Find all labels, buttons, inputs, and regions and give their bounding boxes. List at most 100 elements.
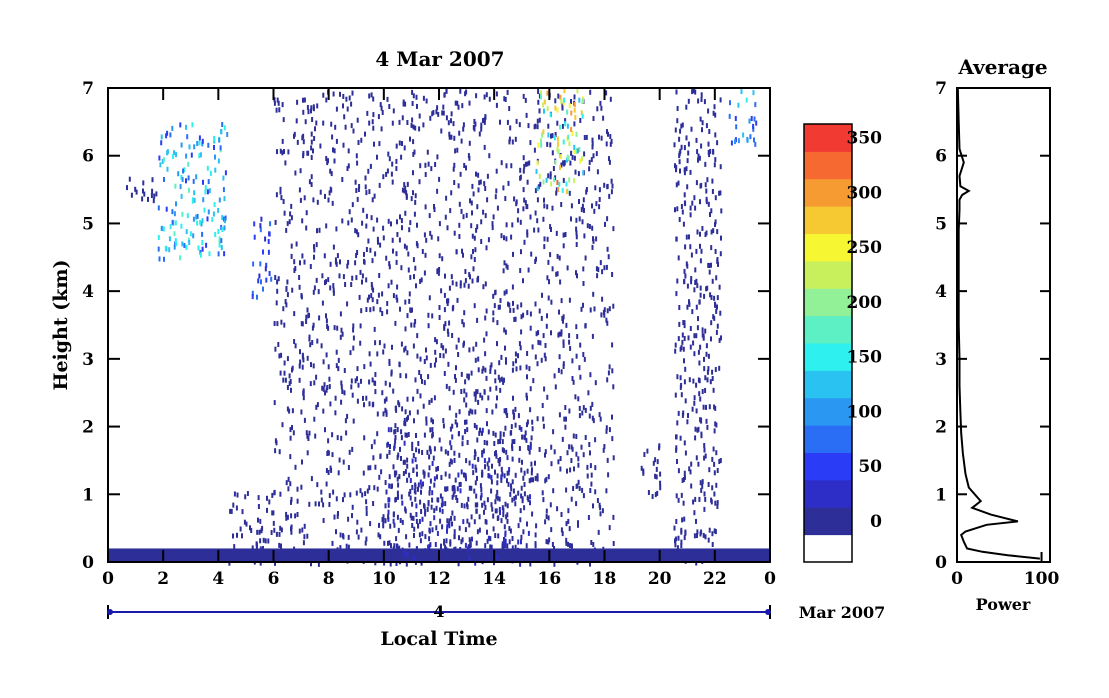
heatmap-cell bbox=[415, 503, 418, 509]
heatmap-cell bbox=[438, 305, 441, 310]
heatmap-cell bbox=[344, 418, 347, 424]
heatmap-cell bbox=[259, 538, 262, 544]
heatmap-cell bbox=[540, 357, 543, 363]
heatmap-cell bbox=[683, 268, 686, 274]
heatmap-cell bbox=[302, 133, 305, 139]
heatmap-cell bbox=[299, 168, 302, 174]
heatmap-cell bbox=[339, 91, 341, 97]
heatmap-cell bbox=[401, 519, 404, 525]
heatmap-cell bbox=[697, 157, 699, 163]
heatmap-cell bbox=[511, 446, 514, 452]
heatmap-cell bbox=[486, 173, 489, 179]
heatmap-cell bbox=[542, 333, 545, 339]
heatmap-cell bbox=[222, 187, 225, 193]
heatmap-cell bbox=[495, 385, 498, 391]
heatmap-cell bbox=[606, 308, 609, 314]
heatmap-cell bbox=[424, 548, 427, 554]
heatmap-cell bbox=[682, 346, 685, 352]
heatmap-cell bbox=[545, 177, 548, 183]
heatmap-cell bbox=[523, 163, 526, 169]
heatmap-cell bbox=[535, 331, 538, 337]
heatmap-cell bbox=[438, 267, 441, 272]
heatmap-cell bbox=[284, 160, 287, 166]
heatmap-cell bbox=[712, 148, 715, 154]
heatmap-cell bbox=[383, 540, 386, 546]
heatmap-cell bbox=[600, 105, 603, 111]
heatmap-cell bbox=[587, 515, 590, 520]
heatmap-cell bbox=[485, 92, 488, 98]
heatmap-cell bbox=[687, 413, 689, 418]
heatmap-cell bbox=[404, 409, 407, 415]
heatmap-cell bbox=[279, 491, 282, 497]
heatmap-cell bbox=[537, 227, 540, 233]
heatmap-cell bbox=[534, 210, 537, 216]
heatmap-cell bbox=[584, 435, 587, 440]
heatmap-cell bbox=[704, 534, 707, 540]
heatmap-cell bbox=[466, 504, 469, 510]
heatmap-cell bbox=[479, 392, 482, 398]
heatmap-cell bbox=[409, 495, 412, 501]
heatmap-cell bbox=[559, 165, 561, 171]
heatmap-cell bbox=[554, 159, 557, 165]
heatmap-cell bbox=[450, 274, 453, 280]
heatmap-cell bbox=[365, 307, 368, 312]
heatmap-cell bbox=[387, 509, 390, 515]
heatmap-cell bbox=[475, 171, 477, 177]
heatmap-cell bbox=[350, 123, 353, 129]
heatmap-cell bbox=[718, 553, 721, 559]
heatmap-cell bbox=[548, 279, 550, 285]
heatmap-cell bbox=[696, 283, 699, 289]
heatmap-cell bbox=[584, 407, 587, 413]
heatmap-cell bbox=[553, 561, 556, 567]
heatmap-cell bbox=[439, 518, 442, 524]
heatmap-cell bbox=[506, 413, 509, 418]
heatmap-cell bbox=[704, 161, 707, 167]
heatmap-cell bbox=[280, 319, 283, 325]
heatmap-cell bbox=[522, 475, 525, 481]
heatmap-cell bbox=[207, 209, 210, 215]
heatmap-cell bbox=[575, 324, 578, 330]
heatmap-cell bbox=[385, 396, 388, 402]
heatmap-cell bbox=[444, 348, 447, 354]
heatmap-cell bbox=[544, 356, 547, 362]
heatmap-cell bbox=[523, 239, 526, 245]
heatmap-cell bbox=[157, 246, 160, 252]
heatmap-cell bbox=[512, 307, 515, 313]
heatmap-cell bbox=[718, 365, 721, 371]
heatmap-cell bbox=[363, 251, 365, 257]
heatmap-cell bbox=[714, 219, 717, 225]
heatmap-cell bbox=[373, 439, 376, 445]
heatmap-cell bbox=[720, 235, 722, 241]
heatmap-cell bbox=[718, 284, 721, 290]
heatmap-cell bbox=[547, 515, 550, 521]
heatmap-cell bbox=[703, 447, 706, 453]
heatmap-cell bbox=[547, 259, 550, 265]
heatmap-cell bbox=[158, 256, 161, 262]
heatmap-cell bbox=[332, 244, 335, 250]
heatmap-cell bbox=[302, 109, 305, 115]
heatmap-cell bbox=[496, 341, 498, 347]
heatmap-cell bbox=[293, 259, 296, 265]
heatmap-cell bbox=[494, 451, 496, 457]
heatmap-cell bbox=[332, 287, 335, 293]
heatmap-cell bbox=[430, 417, 433, 423]
heatmap-cell bbox=[290, 513, 293, 519]
heatmap-cell bbox=[489, 365, 492, 371]
heatmap-cell bbox=[540, 142, 543, 148]
heatmap-cell bbox=[220, 238, 223, 244]
heatmap-cell bbox=[459, 88, 462, 94]
heatmap-cell bbox=[447, 450, 450, 456]
heatmap-cell bbox=[459, 283, 462, 289]
heatmap-cell bbox=[716, 257, 719, 262]
heatmap-cell bbox=[550, 299, 553, 305]
heatmap-cell bbox=[290, 529, 293, 535]
heatmap-cell bbox=[214, 232, 217, 237]
heatmap-cell bbox=[705, 418, 708, 424]
heatmap-cell bbox=[411, 458, 414, 464]
heatmap-cell bbox=[279, 186, 282, 192]
heatmap-cell bbox=[509, 528, 512, 534]
heatmap-cell bbox=[589, 89, 592, 95]
heatmap-cell bbox=[545, 323, 548, 329]
heatmap-cell bbox=[293, 339, 296, 344]
heatmap-cell bbox=[395, 407, 398, 413]
